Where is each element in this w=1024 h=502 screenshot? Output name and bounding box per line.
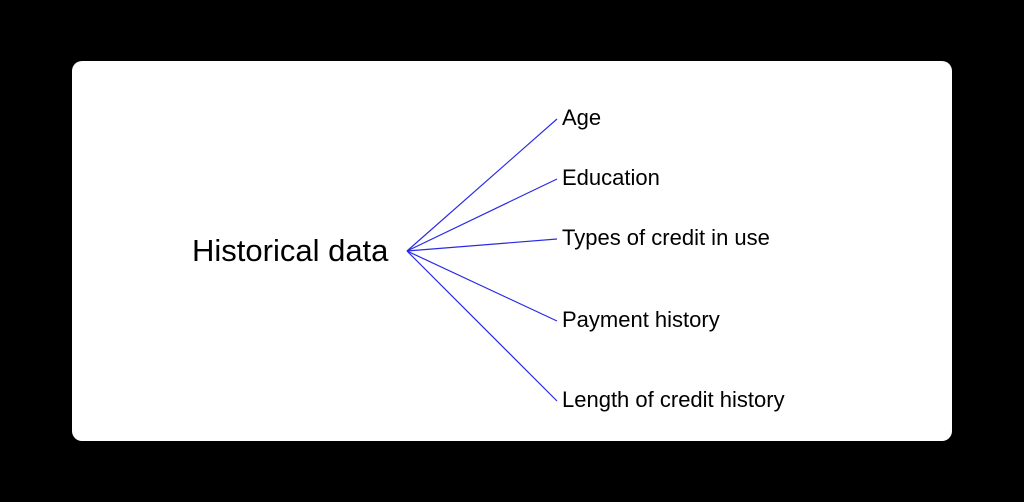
leaf-types-of-credit-in-use: Types of credit in use [562,225,770,251]
leaf-education: Education [562,165,660,191]
edge [407,179,557,251]
leaf-age: Age [562,105,601,131]
edge [407,251,557,401]
edge [407,119,557,251]
edge [407,251,557,321]
diagram-card: Historical data Age Education Types of c… [72,61,952,441]
leaf-payment-history: Payment history [562,307,720,333]
root-label: Historical data [192,233,388,269]
edge [407,239,557,251]
leaf-length-of-credit-history: Length of credit history [562,387,785,413]
